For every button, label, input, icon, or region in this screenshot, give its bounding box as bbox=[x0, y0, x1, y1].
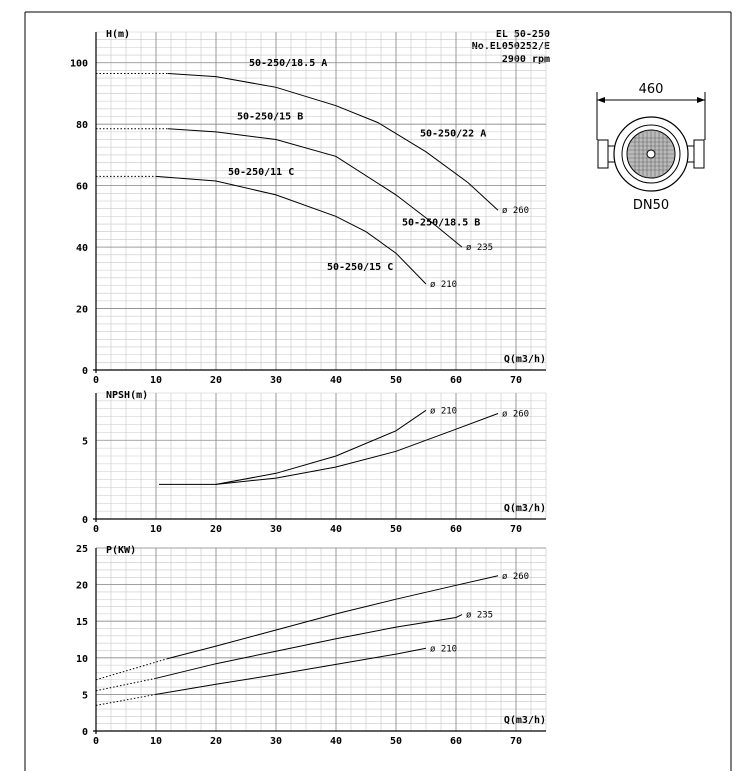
x-axis-title: Q(m3/h) bbox=[504, 354, 546, 365]
series-line bbox=[167, 73, 499, 211]
x-tick-label: 30 bbox=[270, 524, 282, 535]
x-tick-label: 40 bbox=[330, 736, 342, 747]
speed-label: 2900 rpm bbox=[502, 54, 550, 65]
x-tick-label: 0 bbox=[93, 736, 99, 747]
x-tick-label: 50 bbox=[390, 375, 402, 386]
curve-label: 50-250/15 B bbox=[237, 112, 303, 123]
y-tick-label: 0 bbox=[82, 366, 88, 377]
y-tick-label: 60 bbox=[76, 182, 88, 193]
y-tick-label: 25 bbox=[76, 544, 88, 555]
series-line bbox=[215, 413, 499, 485]
x-tick-label: 50 bbox=[390, 524, 402, 535]
pump-drawing: 460 DN50 bbox=[596, 82, 706, 213]
y-tick-label: 5 bbox=[82, 690, 88, 701]
curve-label: 50-250/22 A bbox=[420, 128, 486, 139]
y-axis-title: H(m) bbox=[106, 29, 130, 40]
series-end-label: ø 260 bbox=[502, 572, 529, 582]
series-line bbox=[167, 128, 463, 248]
y-axis-title: NPSH(m) bbox=[106, 390, 148, 401]
y-tick-label: 20 bbox=[76, 581, 88, 592]
grid bbox=[95, 547, 547, 732]
x-axis-title: Q(m3/h) bbox=[504, 503, 546, 514]
series-line bbox=[155, 614, 463, 679]
x-tick-label: 30 bbox=[270, 375, 282, 386]
chart-panel-NPSH: 0 10 20 30 40 50 60 70 0 5 NPSH(m) Q(m3/h) ø 210 ø 26… bbox=[82, 390, 547, 535]
y-tick-label: 20 bbox=[76, 305, 88, 316]
y-tick-label: 0 bbox=[82, 727, 88, 738]
y-tick-label: 0 bbox=[82, 515, 88, 526]
x-axis-title: Q(m3/h) bbox=[504, 715, 546, 726]
diameter-end-label: ø 210 bbox=[430, 280, 457, 290]
series-end-label: ø 260 bbox=[502, 409, 529, 419]
model-label: EL 50-250 bbox=[496, 29, 550, 40]
x-tick-label: 10 bbox=[150, 375, 162, 386]
curve-label: 50-250/18.5 B bbox=[402, 218, 480, 229]
x-tick-label: 70 bbox=[510, 736, 522, 747]
curve-label: 50-250/15 C bbox=[327, 262, 393, 273]
y-tick-label: 40 bbox=[76, 243, 88, 254]
diameter-end-label: ø 260 bbox=[502, 206, 529, 216]
series-end-label: ø 210 bbox=[430, 406, 457, 416]
y-tick-label: 5 bbox=[82, 436, 88, 447]
grid bbox=[95, 31, 547, 371]
y-tick-label: 15 bbox=[76, 617, 88, 628]
x-tick-label: 40 bbox=[330, 524, 342, 535]
diameter-end-label: ø 235 bbox=[466, 243, 493, 253]
x-tick-label: 50 bbox=[390, 736, 402, 747]
x-tick-label: 10 bbox=[150, 736, 162, 747]
x-tick-label: 60 bbox=[450, 524, 462, 535]
x-tick-label: 20 bbox=[210, 375, 222, 386]
pipe-size-label: DN50 bbox=[633, 198, 669, 213]
series-end-label: ø 210 bbox=[430, 644, 457, 654]
x-tick-label: 0 bbox=[93, 375, 99, 386]
series-line bbox=[155, 647, 427, 695]
y-tick-label: 80 bbox=[76, 120, 88, 131]
dimension-label: 460 bbox=[639, 82, 664, 97]
chart-panel-H: 0 10 20 30 40 50 60 70 0 20 40 60 80 100 H(m) Q(m3/h) 50… bbox=[70, 29, 547, 386]
series-dotted-start bbox=[95, 658, 169, 681]
chart-panel-P: 0 10 20 30 40 50 60 70 0 5 10 15 20 25 P(KW) Q(m3/h) ø 2… bbox=[76, 544, 547, 747]
x-tick-label: 30 bbox=[270, 736, 282, 747]
x-tick-label: 60 bbox=[450, 736, 462, 747]
number-label: No.EL050252/E bbox=[472, 41, 550, 52]
series-line bbox=[155, 175, 427, 285]
x-tick-label: 40 bbox=[330, 375, 342, 386]
y-axis-title: P(KW) bbox=[106, 545, 136, 556]
curve-label: 50-250/11 C bbox=[228, 167, 294, 178]
charts-group: 0 10 20 30 40 50 60 70020406080100H(m)Q(m3/h)50… bbox=[70, 29, 547, 747]
x-tick-label: 60 bbox=[450, 375, 462, 386]
series-line bbox=[159, 409, 427, 485]
x-tick-label: 70 bbox=[510, 524, 522, 535]
y-tick-label: 100 bbox=[70, 59, 88, 70]
x-tick-label: 20 bbox=[210, 524, 222, 535]
series-end-label: ø 235 bbox=[466, 611, 493, 621]
x-tick-label: 10 bbox=[150, 524, 162, 535]
y-tick-label: 10 bbox=[76, 654, 88, 665]
grid bbox=[95, 392, 547, 520]
x-tick-label: 20 bbox=[210, 736, 222, 747]
x-tick-label: 0 bbox=[93, 524, 99, 535]
series-line bbox=[167, 575, 499, 659]
curve-label: 50-250/18.5 A bbox=[249, 58, 327, 69]
x-tick-label: 70 bbox=[510, 375, 522, 386]
